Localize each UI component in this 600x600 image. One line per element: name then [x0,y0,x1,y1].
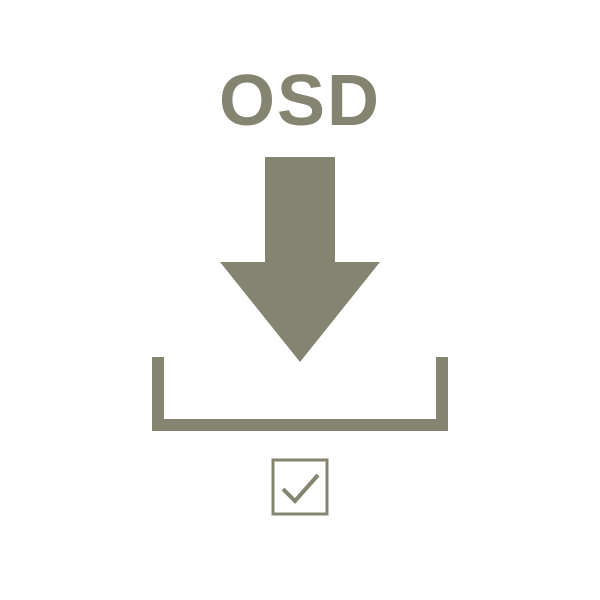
osd-label: OSD [219,60,381,142]
download-icon [140,147,460,437]
download-arrow-shape [220,157,380,362]
checkbox-checkmark [283,475,318,501]
checkbox-checked-icon [270,457,330,517]
download-tray-shape [158,357,442,425]
checkbox-box [273,460,327,514]
